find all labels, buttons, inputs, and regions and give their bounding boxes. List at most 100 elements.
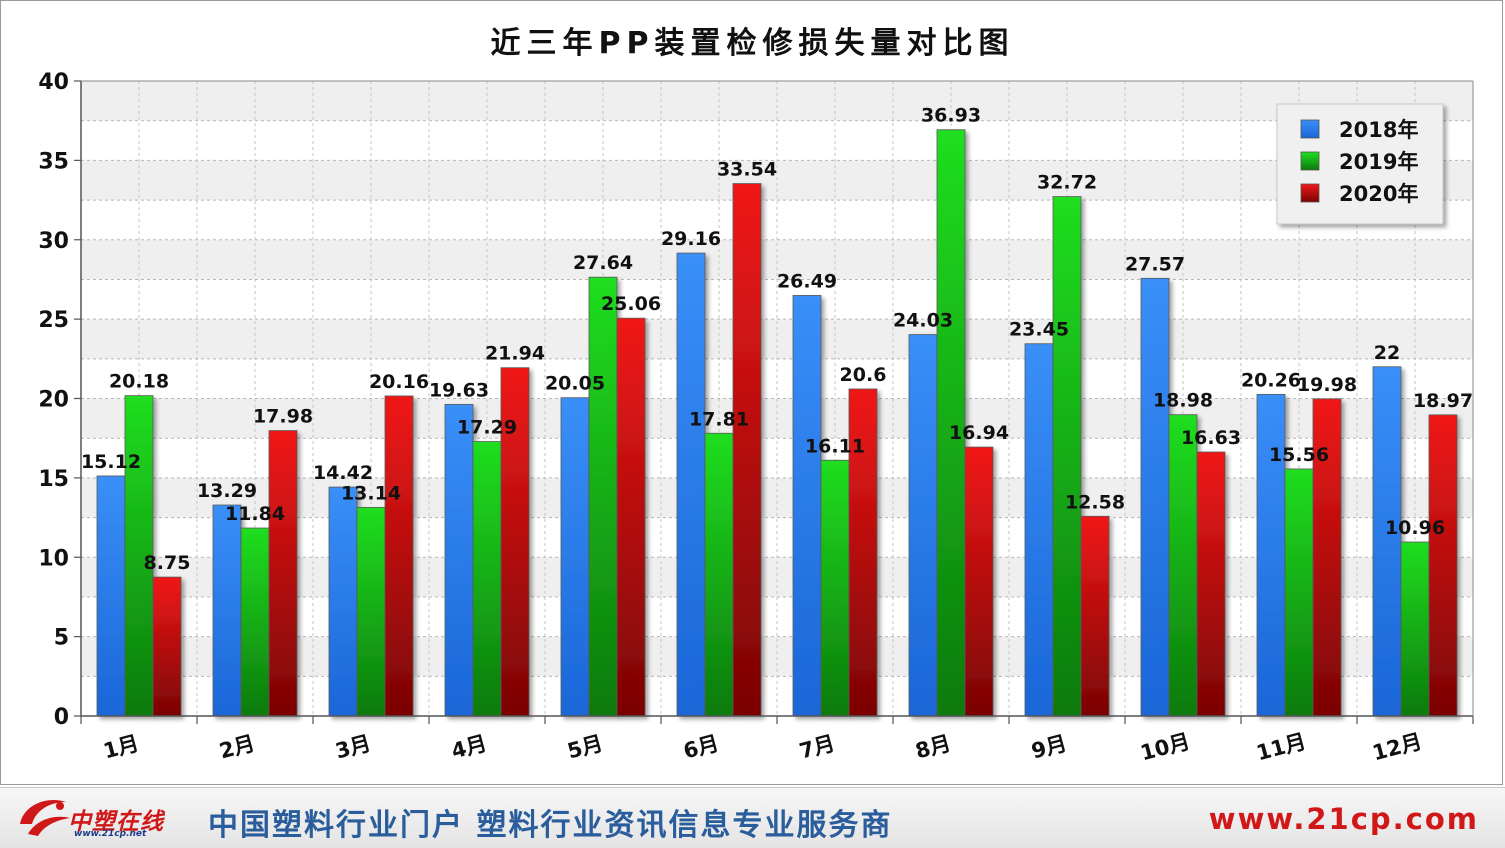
data-label: 16.11	[805, 435, 865, 457]
legend-label: 2019年	[1339, 150, 1418, 174]
y-tick-label: 40	[38, 70, 69, 95]
plot-band	[81, 239, 1473, 280]
data-label: 20.26	[1241, 369, 1301, 391]
legend-swatch	[1300, 119, 1320, 139]
bar	[908, 334, 938, 717]
x-tick-label: 10月	[1138, 729, 1193, 765]
data-label: 12.58	[1065, 491, 1125, 513]
data-label: 33.54	[717, 159, 777, 181]
data-label: 20.05	[545, 373, 605, 395]
data-label: 23.45	[1009, 319, 1069, 341]
bar	[704, 432, 734, 717]
bar	[1372, 366, 1402, 717]
data-label: 25.06	[601, 293, 661, 315]
x-tick-label: 11月	[1254, 729, 1309, 765]
bars	[96, 129, 1458, 717]
data-label: 13.14	[341, 482, 401, 504]
legend: 2018年 2019年 2020年	[1276, 103, 1444, 225]
x-tick-label: 4月	[449, 731, 490, 763]
bar	[500, 367, 530, 717]
data-label: 21.94	[485, 343, 545, 365]
data-label: 20.16	[369, 371, 429, 393]
data-label: 20.18	[109, 371, 169, 393]
data-label: 18.97	[1413, 390, 1473, 412]
data-label: 20.6	[840, 364, 887, 386]
x-tick-label: 3月	[333, 731, 374, 763]
legend-swatch	[1300, 151, 1320, 171]
y-tick-label: 15	[38, 467, 69, 492]
bar	[212, 504, 242, 717]
bar	[356, 507, 386, 717]
bar	[328, 486, 358, 717]
bar	[1196, 451, 1226, 717]
y-tick-label: 35	[38, 149, 69, 174]
logo-subtext: www.21cp.net	[74, 829, 147, 839]
bar	[1052, 196, 1082, 717]
legend-label: 2018年	[1339, 118, 1418, 142]
chart-title: 近三年PP装置检修损失量对比图	[490, 26, 1015, 61]
bar	[1168, 414, 1198, 717]
data-label: 14.42	[313, 462, 373, 484]
x-tick-label: 6月	[681, 731, 722, 763]
legend-swatch	[1300, 183, 1320, 203]
y-tick-label: 0	[54, 705, 69, 730]
x-tick-label: 5月	[565, 731, 606, 763]
y-tick-label: 20	[38, 388, 69, 413]
data-label: 18.98	[1153, 390, 1213, 412]
bar	[1428, 414, 1458, 717]
data-label: 17.98	[253, 406, 313, 428]
data-label: 32.72	[1037, 172, 1097, 194]
bar	[1080, 515, 1110, 717]
bar	[268, 430, 298, 717]
x-tick-label: 9月	[1029, 731, 1070, 763]
bar	[444, 403, 474, 717]
bar	[1256, 393, 1286, 717]
data-label: 15.56	[1269, 444, 1329, 466]
bar	[1400, 541, 1430, 717]
data-label: 16.94	[949, 422, 1009, 444]
x-tick-label: 12月	[1370, 729, 1425, 765]
bar	[560, 397, 590, 717]
data-label: 26.49	[777, 270, 837, 292]
data-label: 27.57	[1125, 253, 1185, 275]
bar-chart: 0 5 10 15 20 25 30 35 40 1月 2月 3月 4月 5月 6月 7月 8月 9月 10月 11月…	[38, 70, 1474, 765]
data-label: 11.84	[225, 503, 285, 525]
data-label: 29.16	[661, 228, 721, 250]
legend-label: 2020年	[1339, 182, 1418, 206]
data-label: 16.63	[1181, 427, 1241, 449]
bar	[936, 129, 966, 717]
footer-banner: 中塑在线 www.21cp.net 中国塑料行业门户 塑料行业资讯信息专业服务商…	[0, 787, 1505, 848]
data-label: 10.96	[1385, 517, 1445, 539]
x-tick-label: 8月	[913, 731, 954, 763]
bar	[384, 395, 414, 717]
bar	[820, 459, 850, 717]
y-tick-label: 30	[38, 229, 69, 254]
site-logo[interactable]: 中塑在线 www.21cp.net	[8, 792, 188, 844]
bar	[96, 475, 126, 717]
data-label: 17.81	[689, 408, 749, 430]
bar	[1284, 468, 1314, 717]
bar	[732, 183, 762, 717]
bar	[1140, 277, 1170, 717]
data-label: 15.12	[81, 451, 141, 473]
data-label: 8.75	[144, 552, 191, 574]
bar	[676, 252, 706, 717]
data-label: 17.29	[457, 417, 517, 439]
x-tick-label: 2月	[217, 731, 258, 763]
bar	[792, 295, 822, 717]
data-label: 13.29	[197, 480, 257, 502]
x-tick-label: 1月	[101, 731, 142, 763]
footer-url-link[interactable]: www.21cp.com	[1208, 802, 1479, 836]
logo-swoosh-icon	[20, 800, 70, 836]
bar	[240, 527, 270, 717]
logo-text: 中塑在线	[68, 809, 164, 835]
y-tick-label: 25	[38, 308, 69, 333]
data-labels: 15.12 13.29 14.42 19.63 20.05 29.16 26.49 24.03…	[81, 105, 1473, 574]
bar	[588, 276, 618, 717]
x-tick-label: 7月	[797, 731, 838, 763]
y-tick-label: 10	[38, 546, 69, 571]
data-label: 24.03	[893, 310, 953, 332]
data-label: 19.98	[1297, 374, 1357, 396]
footer-slogan: 中国塑料行业门户 塑料行业资讯信息专业服务商	[208, 808, 893, 843]
bar	[152, 576, 182, 717]
